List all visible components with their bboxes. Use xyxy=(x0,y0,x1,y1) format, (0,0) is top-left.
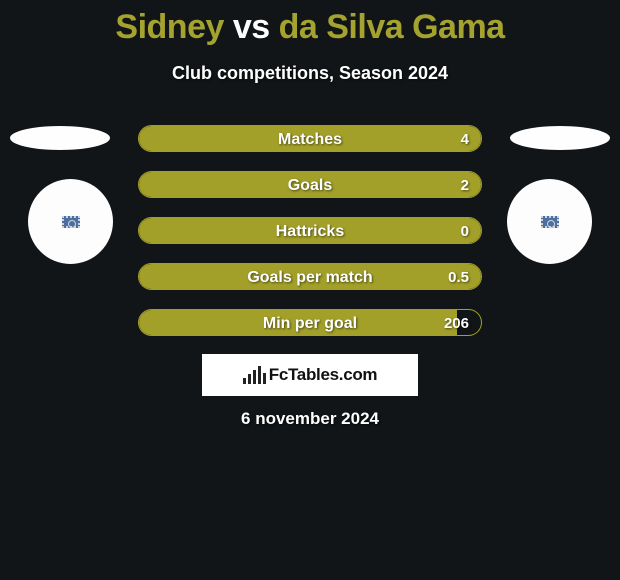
stat-bar-label: Goals per match xyxy=(139,264,481,289)
source-badge: FcTables.com xyxy=(202,354,418,396)
vs-separator: vs xyxy=(233,8,270,46)
mini-bar-icon xyxy=(248,374,251,384)
player1-badge-circle xyxy=(28,179,113,264)
player1-flag-icon xyxy=(62,216,80,228)
stat-bar-value: 206 xyxy=(444,310,469,335)
stat-bar-label: Matches xyxy=(139,126,481,151)
stat-bar-row: Hattricks0 xyxy=(138,217,482,244)
stat-bar-label: Min per goal xyxy=(139,310,481,335)
player1-name: Sidney xyxy=(115,8,223,46)
source-badge-text: FcTables.com xyxy=(269,365,378,385)
stat-bar-value: 0.5 xyxy=(448,264,469,289)
player2-badge-circle xyxy=(507,179,592,264)
stat-bar-row: Goals2 xyxy=(138,171,482,198)
stat-bar-value: 4 xyxy=(461,126,469,151)
date-text: 6 november 2024 xyxy=(0,409,620,429)
player1-ellipse xyxy=(10,126,110,150)
mini-bar-icon xyxy=(263,373,266,384)
player2-name: da Silva Gama xyxy=(279,8,505,46)
stat-bar-label: Hattricks xyxy=(139,218,481,243)
mini-bar-icon xyxy=(258,366,261,384)
stat-bar-value: 0 xyxy=(461,218,469,243)
stat-bar-row: Matches4 xyxy=(138,125,482,152)
subtitle: Club competitions, Season 2024 xyxy=(0,63,620,84)
player2-flag-icon xyxy=(541,216,559,228)
stat-bar-row: Goals per match0.5 xyxy=(138,263,482,290)
mini-bars-icon xyxy=(243,366,266,384)
comparison-title: Sidney vs da Silva Gama xyxy=(0,0,620,47)
stat-bar-row: Min per goal206 xyxy=(138,309,482,336)
source-badge-logo: FcTables.com xyxy=(243,365,378,385)
stat-bar-label: Goals xyxy=(139,172,481,197)
stat-bars: Matches4Goals2Hattricks0Goals per match0… xyxy=(138,125,482,355)
stat-bar-value: 2 xyxy=(461,172,469,197)
player2-ellipse xyxy=(510,126,610,150)
mini-bar-icon xyxy=(243,378,246,384)
mini-bar-icon xyxy=(253,370,256,384)
